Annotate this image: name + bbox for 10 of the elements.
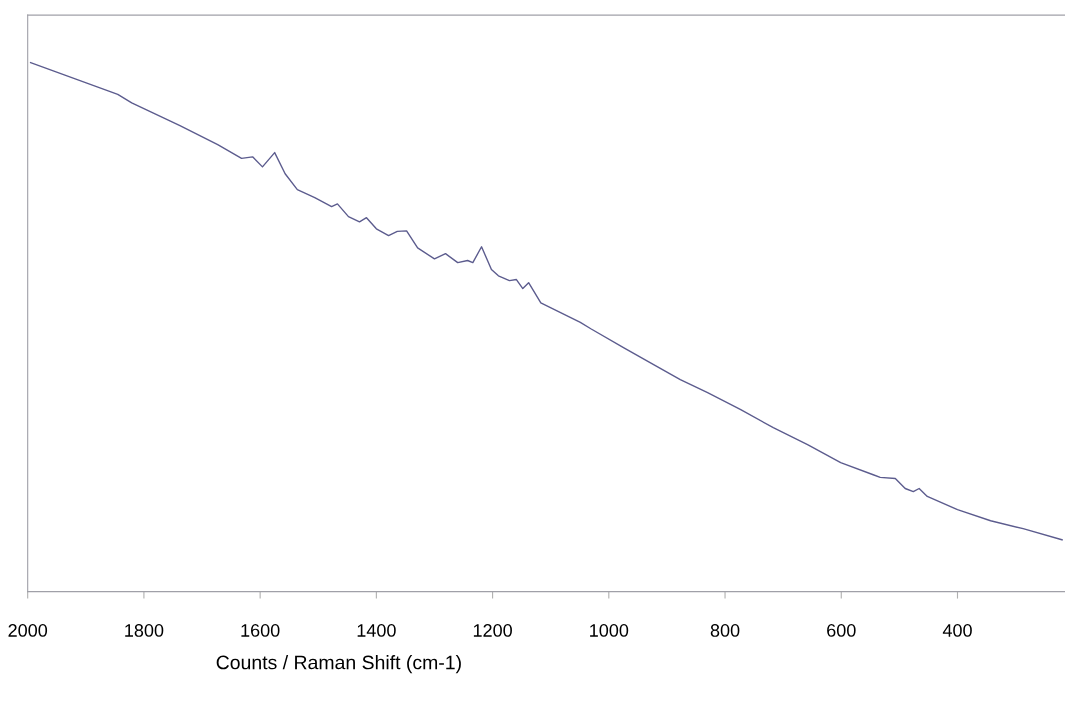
x-tick-label: 1600	[241, 624, 280, 637]
x-tick-label: 600	[827, 624, 856, 637]
x-axis-title: Counts / Raman Shift (cm-1)	[216, 655, 461, 674]
x-tick-label: 1800	[125, 624, 164, 637]
x-tick-label: 800	[710, 624, 740, 637]
x-tick-label: 2000	[8, 624, 48, 637]
x-tick-label: 1200	[473, 624, 512, 637]
x-tick-label: 1000	[590, 624, 629, 637]
x-tick-label: 1400	[357, 624, 396, 637]
x-tick-label: 400	[942, 624, 972, 637]
